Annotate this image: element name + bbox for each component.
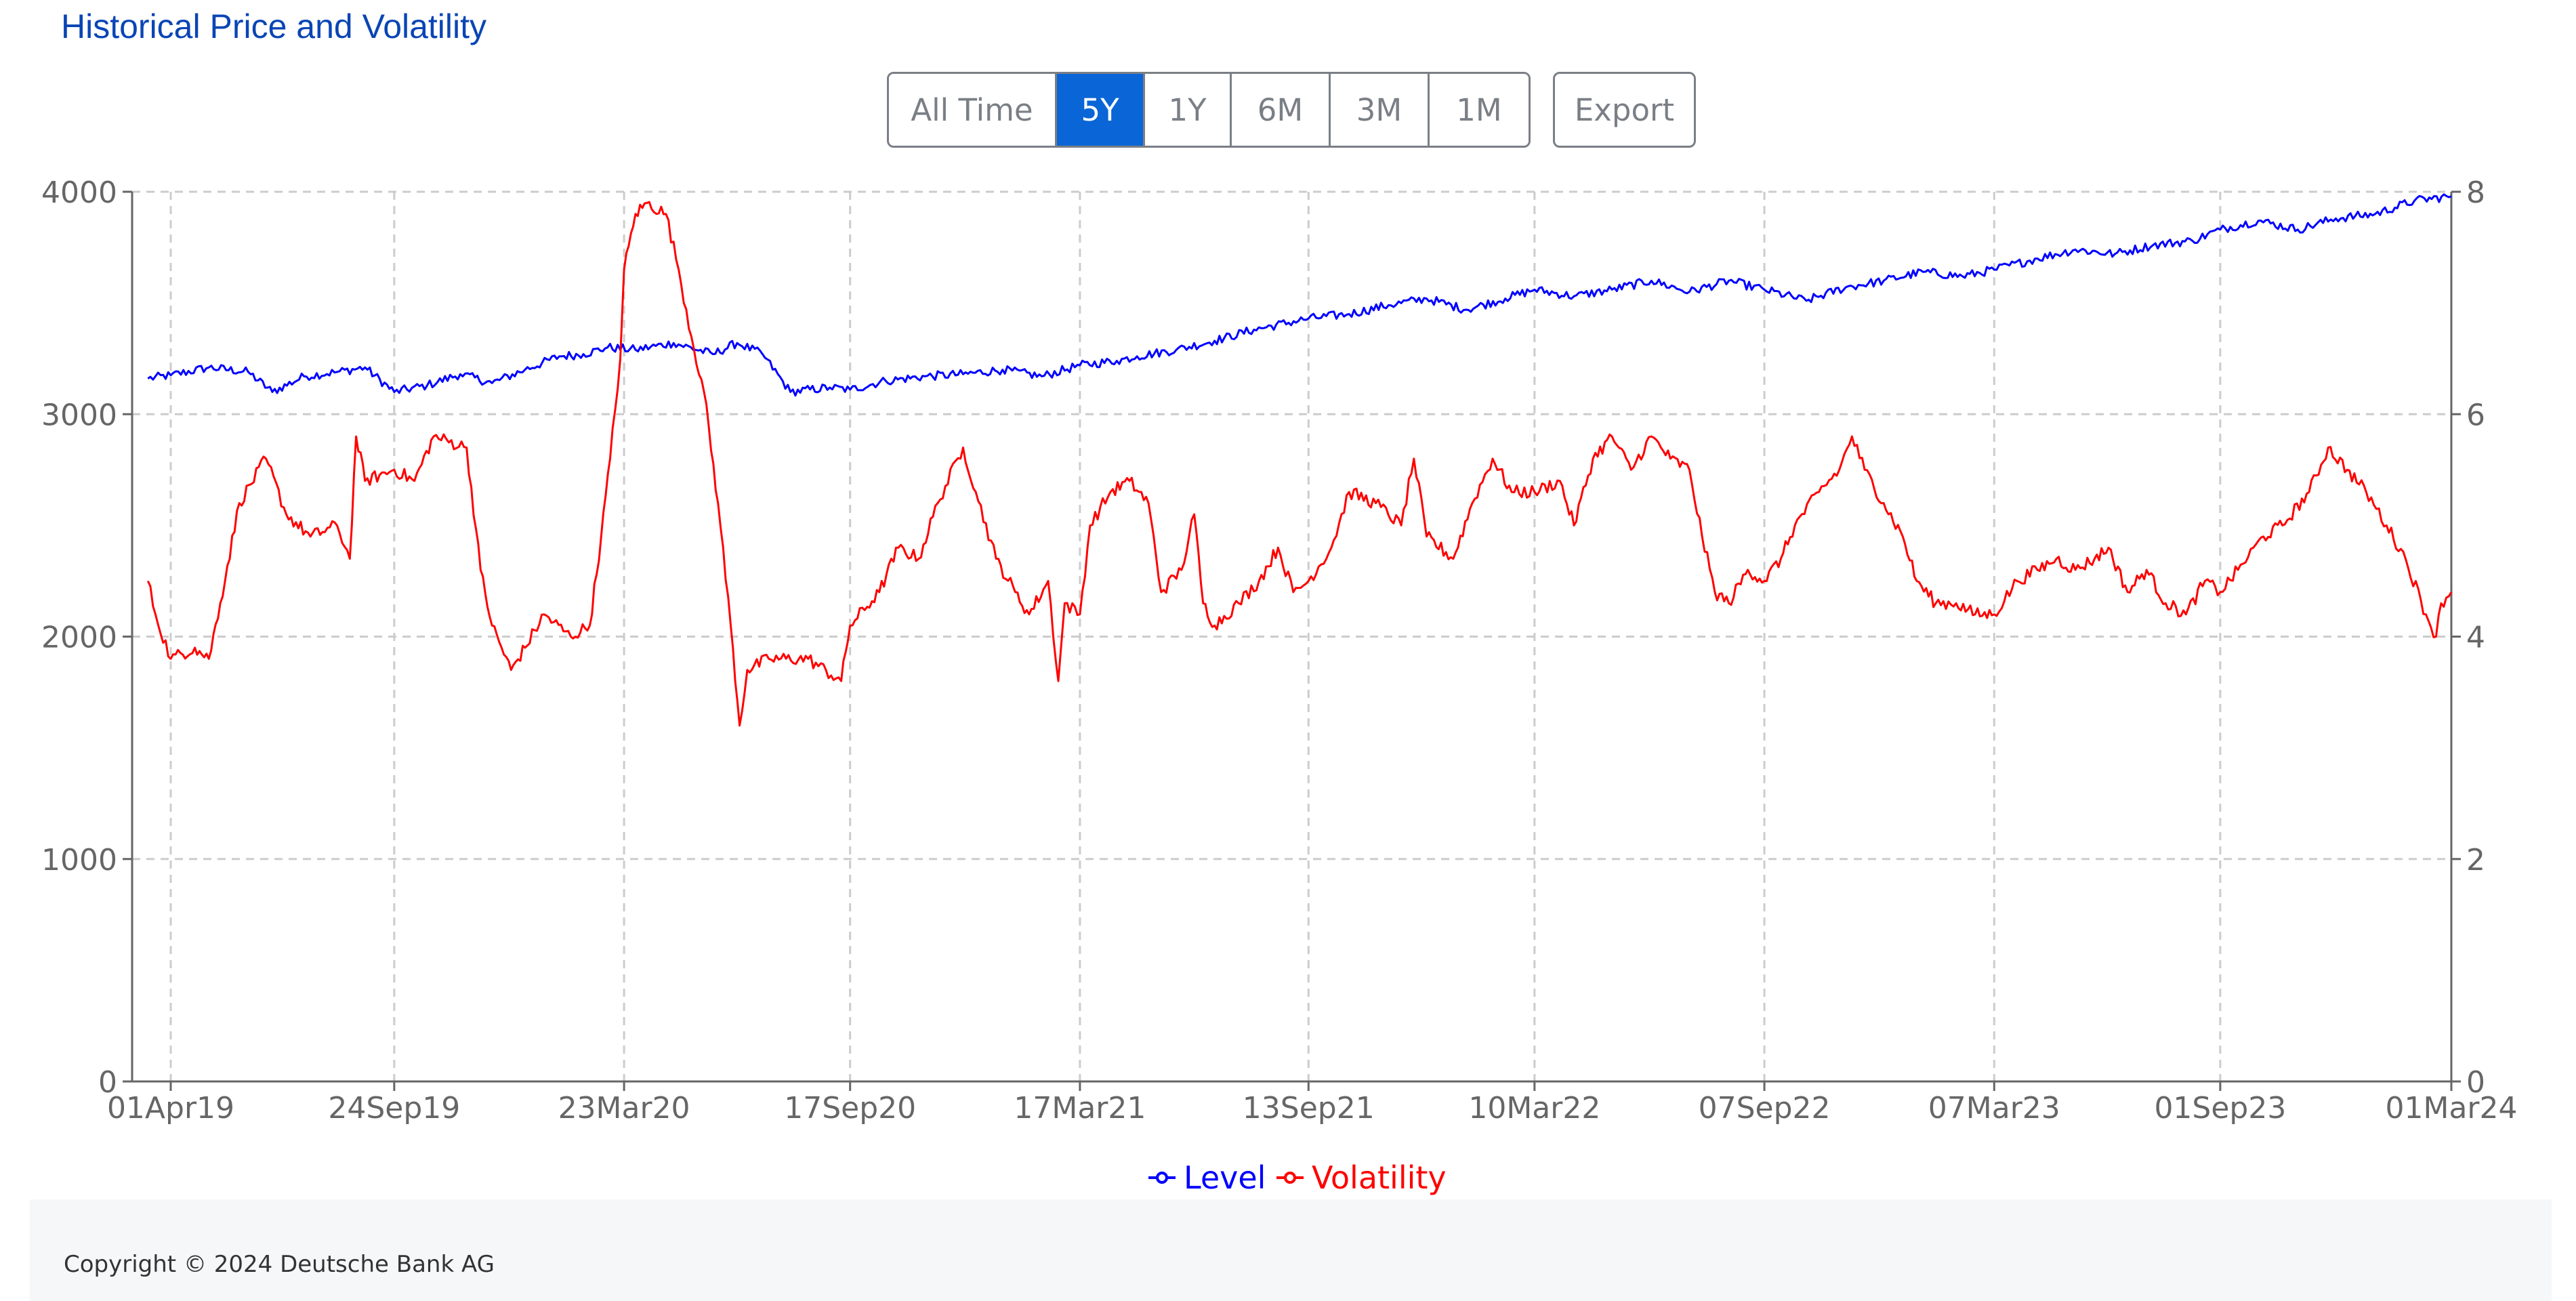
- volatility-series-line: [146, 201, 2453, 727]
- range-1y-button[interactable]: 1Y: [1145, 74, 1232, 146]
- page-title: Historical Price and Volatility: [61, 7, 487, 45]
- range-6m-button[interactable]: 6M: [1232, 74, 1331, 146]
- range-all-time-button[interactable]: All Time: [889, 74, 1057, 146]
- range-selector: All Time 5Y 1Y 6M 3M 1M: [887, 72, 1531, 148]
- legend-level-label: Level: [1184, 1159, 1266, 1196]
- x-tick-label: 01Sep23: [2154, 1091, 2286, 1126]
- right-y-tick-label: 8: [2466, 175, 2485, 210]
- right-y-tick-label: 2: [2466, 843, 2485, 877]
- level-series-line: [147, 193, 2452, 397]
- legend: Level Volatility: [1148, 1159, 1447, 1196]
- series-lines: [146, 193, 2453, 727]
- x-tick-label: 01Mar24: [2386, 1091, 2518, 1126]
- x-tick-label: 24Sep19: [328, 1091, 460, 1126]
- range-3m-button[interactable]: 3M: [1331, 74, 1430, 146]
- copyright-text: Copyright © 2024 Deutsche Bank AG: [64, 1251, 495, 1278]
- x-tick-label: 13Sep21: [1243, 1091, 1375, 1126]
- x-tick-label: 17Mar21: [1014, 1091, 1146, 1126]
- left-y-tick-label: 0: [98, 1065, 117, 1100]
- x-tick-label: 07Sep22: [1699, 1091, 1831, 1126]
- legend-level-marker: [1156, 1172, 1168, 1184]
- range-1m-button[interactable]: 1M: [1430, 74, 1529, 146]
- export-button[interactable]: Export: [1553, 72, 1696, 148]
- left-y-tick-label: 4000: [41, 175, 117, 210]
- legend-volatility-marker: [1284, 1172, 1296, 1184]
- range-5y-button[interactable]: 5Y: [1057, 74, 1145, 146]
- right-y-tick-label: 0: [2466, 1065, 2485, 1100]
- x-tick-label: 17Sep20: [784, 1091, 916, 1126]
- left-y-tick-label: 3000: [41, 398, 117, 432]
- grid-lines: [132, 190, 2453, 1081]
- x-tick-label: 07Mar23: [1928, 1091, 2060, 1126]
- footer: Copyright © 2024 Deutsche Bank AG: [30, 1199, 2552, 1301]
- axes: 0 1000 2000 3000 4000 0 2 4 6 8 01Apr19 24Sep19 23Ma…: [41, 175, 2517, 1126]
- x-tick-label: 23Mar20: [558, 1091, 690, 1126]
- left-y-tick-label: 2000: [41, 621, 117, 655]
- right-y-tick-label: 4: [2466, 621, 2485, 655]
- legend-volatility-label: Volatility: [1312, 1159, 1447, 1196]
- right-y-tick-label: 6: [2466, 398, 2485, 432]
- left-y-tick-label: 1000: [41, 843, 117, 877]
- price-volatility-chart: 0 1000 2000 3000 4000 0 2 4 6 8 01Apr19 24Sep19 23Ma…: [41, 175, 2517, 1196]
- x-tick-label: 10Mar22: [1468, 1091, 1600, 1126]
- x-tick-label: 01Apr19: [107, 1091, 234, 1126]
